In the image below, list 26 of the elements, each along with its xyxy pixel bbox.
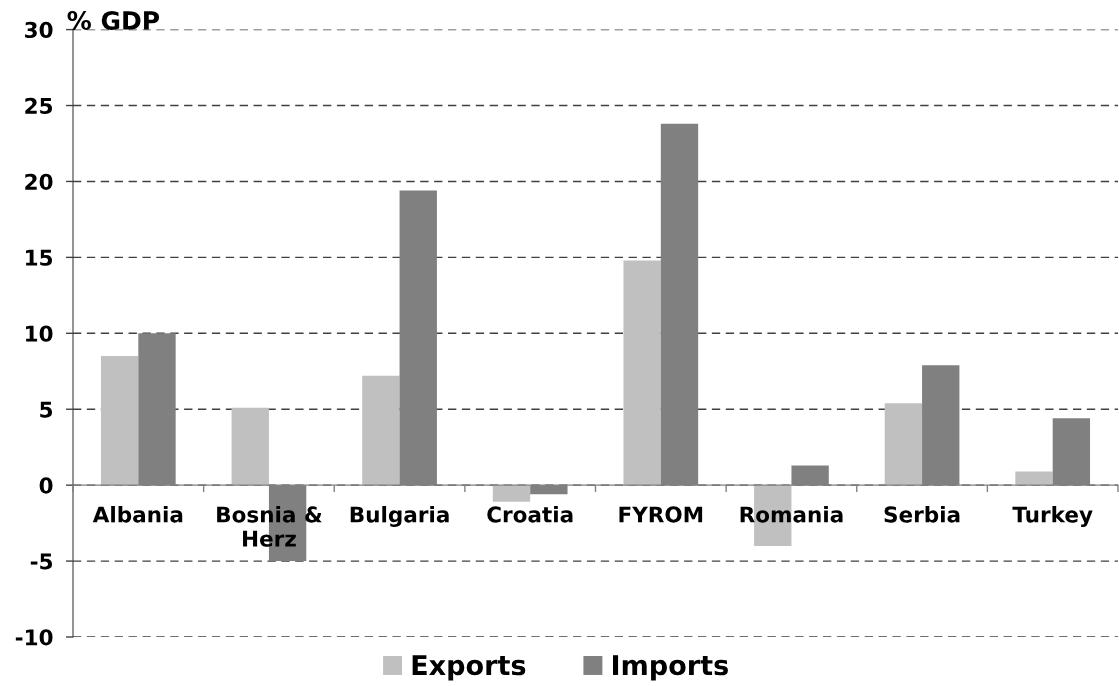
y-tick-label: 5 [40,401,53,418]
legend-label: Imports [612,655,728,681]
y-tick-label: -5 [30,553,53,570]
bar [884,403,923,486]
y-axis-title: % GDP [67,11,160,30]
x-tick-label: Bulgaria [350,505,449,527]
bar [623,260,661,486]
bar [231,407,269,486]
y-tick-label: 25 [25,97,53,115]
legend-label: Exports [412,655,526,681]
y-tick-label: 10 [26,325,53,342]
x-tick-label: Romania [740,505,843,523]
x-tick-label: FYROM [619,506,703,523]
bar [492,485,531,502]
x-tick-label: Croatia [487,505,573,523]
y-tick-label: 20 [25,173,53,190]
y-tick-label: 0 [39,477,53,494]
x-tick-label: Turkey [1012,505,1093,527]
bar [100,356,139,486]
y-tick-label: 15 [26,249,53,266]
y-tick-label: -10 [15,629,53,646]
bar [362,375,400,486]
bar [1015,471,1053,486]
x-tick-label: Serbia [884,505,960,523]
y-tick-label: 30 [25,21,53,39]
x-tick-label: Albania [92,505,183,523]
